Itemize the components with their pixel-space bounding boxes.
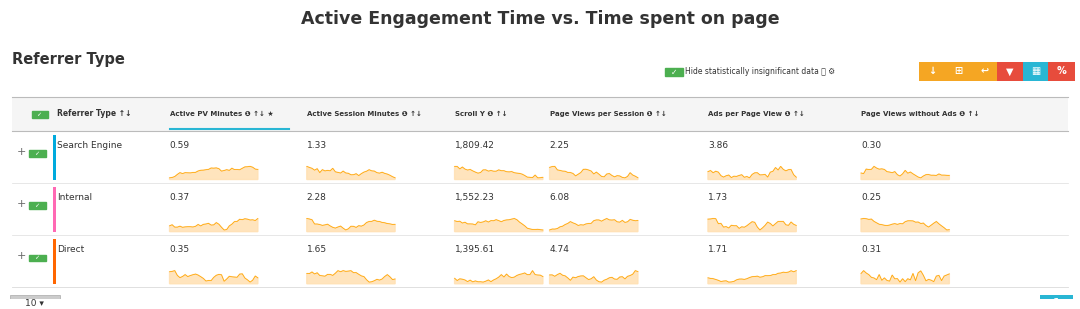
Text: Active Engagement Time vs. Time spent on page: Active Engagement Time vs. Time spent on…	[300, 10, 780, 28]
FancyBboxPatch shape	[1040, 295, 1074, 309]
Polygon shape	[455, 271, 543, 284]
FancyBboxPatch shape	[10, 295, 59, 309]
FancyBboxPatch shape	[31, 111, 48, 118]
Polygon shape	[861, 218, 949, 232]
FancyBboxPatch shape	[53, 134, 56, 180]
Text: 6.08: 6.08	[550, 193, 570, 202]
Text: Page Views without Ads ❶ ↑↓: Page Views without Ads ❶ ↑↓	[861, 111, 980, 117]
FancyBboxPatch shape	[53, 239, 56, 284]
Text: ✓: ✓	[37, 112, 42, 117]
Text: Scroll Y ❶ ↑↓: Scroll Y ❶ ↑↓	[455, 111, 508, 117]
Text: ⊞: ⊞	[955, 66, 962, 76]
Text: Direct: Direct	[57, 245, 84, 254]
Text: 1.71: 1.71	[707, 245, 728, 254]
FancyBboxPatch shape	[12, 183, 1068, 235]
FancyBboxPatch shape	[12, 131, 1068, 183]
Text: 0.30: 0.30	[861, 141, 881, 150]
FancyBboxPatch shape	[665, 68, 684, 76]
FancyBboxPatch shape	[12, 97, 1068, 131]
Polygon shape	[861, 166, 949, 180]
Polygon shape	[170, 271, 258, 284]
Polygon shape	[550, 218, 638, 232]
Text: ▦: ▦	[1031, 66, 1041, 76]
Text: ↩: ↩	[981, 66, 988, 76]
FancyBboxPatch shape	[53, 187, 56, 232]
Polygon shape	[550, 271, 638, 284]
Text: ✓: ✓	[671, 68, 677, 77]
Text: Page Views per Session ❶ ↑↓: Page Views per Session ❶ ↑↓	[550, 111, 666, 117]
Text: Search Engine: Search Engine	[57, 141, 122, 150]
Text: ↓: ↓	[929, 66, 936, 76]
FancyBboxPatch shape	[29, 255, 45, 261]
Text: +: +	[17, 147, 27, 157]
Text: Internal: Internal	[57, 193, 93, 202]
Text: 3.86: 3.86	[707, 141, 728, 150]
Text: 0.31: 0.31	[861, 245, 881, 254]
Text: +: +	[17, 251, 27, 261]
Text: 2.28: 2.28	[307, 193, 326, 202]
Text: 0.25: 0.25	[861, 193, 881, 202]
Polygon shape	[307, 218, 395, 232]
Text: 1.65: 1.65	[307, 245, 327, 254]
Text: 1,809.42: 1,809.42	[455, 141, 495, 150]
FancyBboxPatch shape	[12, 235, 1068, 287]
Polygon shape	[707, 166, 796, 180]
Text: Referrer Type ↑↓: Referrer Type ↑↓	[57, 109, 132, 118]
FancyBboxPatch shape	[1049, 62, 1076, 81]
Text: 1.73: 1.73	[707, 193, 728, 202]
Text: 10 ▾: 10 ▾	[25, 299, 44, 308]
FancyBboxPatch shape	[919, 62, 946, 81]
Text: Active PV Minutes ❶ ↑↓ ★: Active PV Minutes ❶ ↑↓ ★	[170, 111, 273, 117]
FancyBboxPatch shape	[945, 62, 972, 81]
Polygon shape	[170, 166, 258, 180]
Text: 1: 1	[1053, 298, 1061, 308]
Text: Ads per Page View ❶ ↑↓: Ads per Page View ❶ ↑↓	[707, 111, 805, 117]
Polygon shape	[170, 218, 258, 232]
Polygon shape	[707, 218, 796, 232]
FancyBboxPatch shape	[1023, 62, 1050, 81]
Polygon shape	[861, 271, 949, 284]
Text: ✓: ✓	[35, 151, 40, 156]
Text: 1,552.23: 1,552.23	[455, 193, 495, 202]
Text: 4.74: 4.74	[550, 245, 569, 254]
Text: ✓: ✓	[35, 203, 40, 208]
FancyBboxPatch shape	[29, 150, 45, 157]
FancyBboxPatch shape	[29, 202, 45, 209]
Text: Referrer Type: Referrer Type	[12, 52, 125, 67]
Polygon shape	[307, 271, 395, 284]
Text: Hide statistically insignificant data ⓘ ⚙: Hide statistically insignificant data ⓘ …	[686, 67, 836, 76]
FancyBboxPatch shape	[997, 62, 1024, 81]
Text: 1,395.61: 1,395.61	[455, 245, 495, 254]
Text: +: +	[17, 199, 27, 209]
Text: 0.59: 0.59	[170, 141, 190, 150]
Text: %: %	[1057, 66, 1067, 76]
Text: ✓: ✓	[35, 255, 40, 260]
Polygon shape	[455, 218, 543, 232]
Text: ▼: ▼	[1007, 66, 1014, 76]
Polygon shape	[550, 166, 638, 180]
FancyBboxPatch shape	[971, 62, 998, 81]
Text: 2.25: 2.25	[550, 141, 569, 150]
Polygon shape	[307, 166, 395, 180]
Text: 0.37: 0.37	[170, 193, 190, 202]
Text: 0.35: 0.35	[170, 245, 190, 254]
Polygon shape	[707, 271, 796, 284]
Text: Active Session Minutes ❶ ↑↓: Active Session Minutes ❶ ↑↓	[307, 111, 421, 117]
Polygon shape	[455, 166, 543, 180]
Text: 1.33: 1.33	[307, 141, 327, 150]
